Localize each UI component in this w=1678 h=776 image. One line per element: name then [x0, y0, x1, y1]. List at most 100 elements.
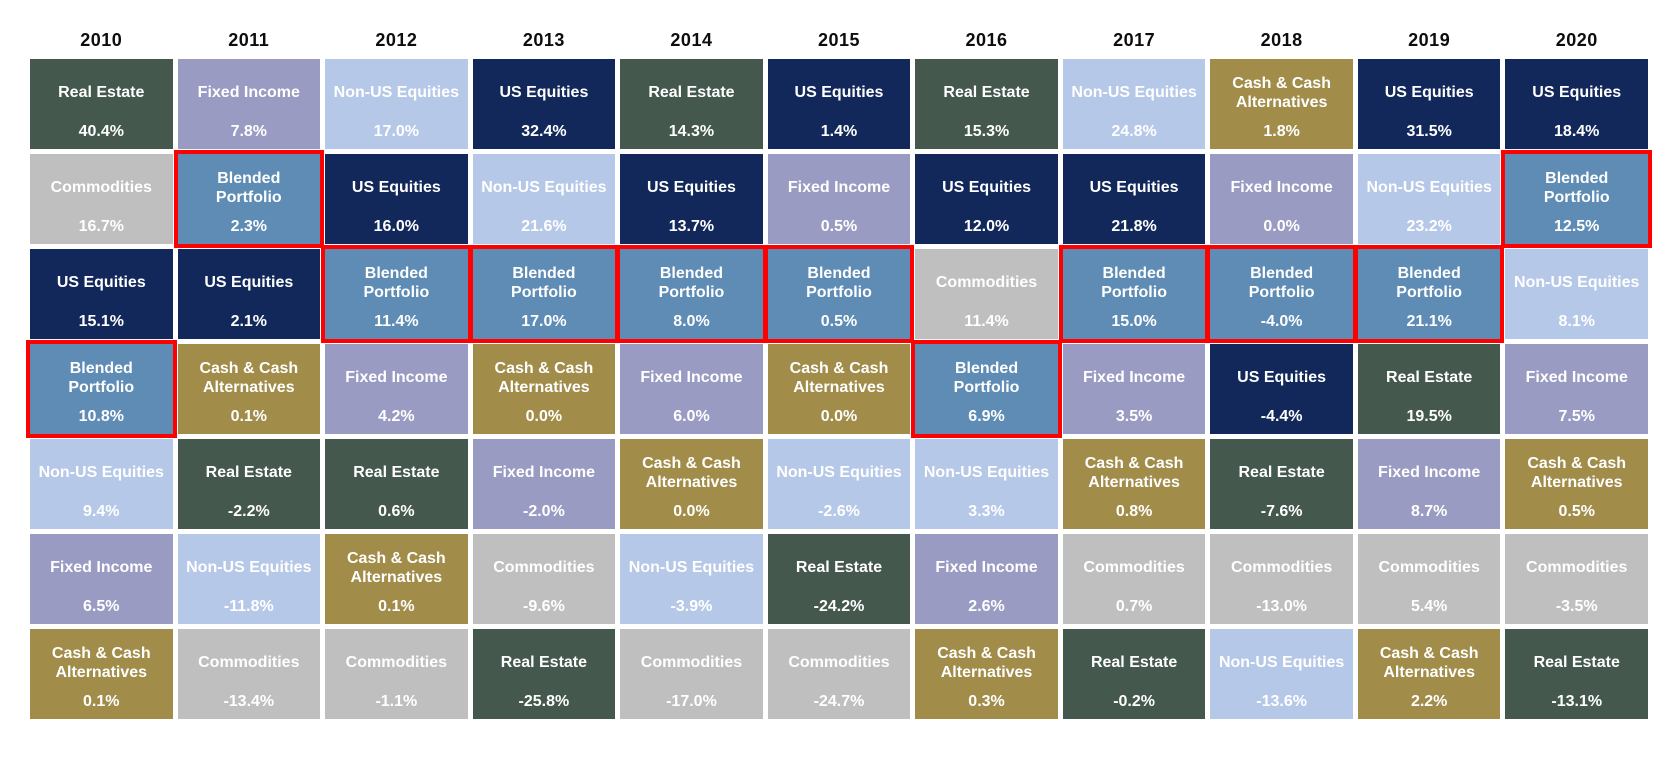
asset-name: US Equities: [1089, 179, 1179, 197]
asset-return-value: 40.4%: [78, 123, 124, 141]
asset-name: US Equities: [1532, 84, 1622, 102]
asset-return-value: 21.6%: [521, 218, 567, 236]
asset-name: Cash & Cash Alternatives: [1527, 454, 1627, 491]
asset-name: US Equities: [56, 274, 146, 292]
asset-name: Commodities: [50, 179, 152, 197]
asset-cell-real-estate: Real Estate 15.3%: [915, 59, 1058, 149]
asset-cell-cash: Cash & Cash Alternatives 0.0%: [767, 344, 911, 434]
asset-return-value: 12.0%: [963, 218, 1010, 236]
asset-return-value: -13.1%: [1551, 693, 1603, 711]
asset-return-value: -13.0%: [1256, 598, 1307, 616]
asset-cell-fixed-income: Fixed Income 3.5%: [1062, 344, 1206, 434]
asset-return-value: 2.2%: [1410, 693, 1448, 711]
asset-cell-us-equities: US Equities 16.0%: [325, 154, 468, 244]
returns-grid: Real Estate 40.4% Fixed Income 7.8% Non-US E…: [26, 59, 1652, 719]
asset-name: Blended Portfolio: [68, 359, 135, 396]
asset-return-value: 0.0%: [673, 503, 710, 521]
asset-cell-non-us-equities: Non-US Equities 9.4%: [30, 439, 173, 529]
asset-return-value: 32.4%: [521, 123, 567, 141]
asset-cell-fixed-income: Fixed Income 2.6%: [915, 534, 1058, 624]
asset-name: US Equities: [1384, 84, 1474, 102]
asset-return-value: 16.0%: [373, 218, 420, 236]
asset-cell-fixed-income: Fixed Income -2.0%: [472, 439, 616, 529]
asset-name: Blended Portfolio: [1396, 264, 1463, 301]
asset-cell-us-equities: US Equities -4.4%: [1210, 344, 1353, 434]
asset-cell-commodities: Commodities -17.0%: [620, 629, 763, 719]
asset-cell-commodities: Commodities -3.5%: [1505, 534, 1648, 624]
asset-return-value: -13.6%: [1256, 693, 1307, 711]
asset-cell-fixed-income: Fixed Income 7.5%: [1505, 344, 1648, 434]
asset-name: Commodities: [788, 654, 890, 672]
asset-name: Fixed Income: [1378, 464, 1481, 482]
asset-cell-commodities: Commodities -1.1%: [325, 629, 468, 719]
asset-return-value: 24.8%: [1111, 123, 1157, 141]
asset-name: Fixed Income: [1525, 369, 1628, 387]
asset-cell-commodities: Commodities -9.6%: [472, 534, 616, 624]
year-label: 2019: [1408, 30, 1451, 50]
asset-return-value: 11.4%: [374, 313, 419, 331]
asset-name: Non-US Equities: [1514, 274, 1640, 292]
asset-return-value: 14.3%: [668, 123, 715, 141]
year-label: 2011: [228, 30, 270, 50]
asset-cell-real-estate: Real Estate 19.5%: [1357, 344, 1501, 434]
asset-return-value: -2.2%: [227, 503, 270, 521]
asset-name: Cash & Cash Alternatives: [51, 644, 151, 681]
asset-cell-us-equities: US Equities 32.4%: [472, 59, 616, 149]
asset-cell-non-us-equities: Non-US Equities -2.6%: [767, 439, 911, 529]
asset-cell-fixed-income: Fixed Income 4.2%: [325, 344, 468, 434]
asset-name: Real Estate: [1238, 464, 1325, 482]
asset-return-value: 12.5%: [1554, 218, 1600, 236]
asset-name: Fixed Income: [345, 369, 448, 387]
asset-return-value: 17.0%: [373, 123, 420, 141]
asset-cell-cash: Cash & Cash Alternatives 1.8%: [1210, 59, 1353, 149]
asset-return-value: 15.0%: [1111, 313, 1157, 331]
asset-name: Cash & Cash Alternatives: [642, 454, 741, 491]
asset-cell-commodities: Commodities -24.7%: [767, 629, 911, 719]
asset-name: US Equities: [942, 179, 1031, 197]
asset-cell-real-estate: Real Estate -2.2%: [177, 439, 321, 529]
asset-name: Real Estate: [795, 559, 883, 577]
asset-name: Non-US Equities: [186, 559, 312, 577]
asset-return-value: 0.8%: [1115, 503, 1153, 521]
asset-cell-real-estate: Real Estate -0.2%: [1062, 629, 1206, 719]
asset-cell-fixed-income: Fixed Income 0.0%: [1210, 154, 1353, 244]
asset-cell-fixed-income: Fixed Income 7.8%: [177, 59, 321, 149]
asset-cell-real-estate: Real Estate -7.6%: [1210, 439, 1353, 529]
asset-cell-blended: Blended Portfolio 6.9%: [911, 340, 1062, 438]
asset-return-value: 2.6%: [968, 598, 1005, 616]
asset-cell-blended: Blended Portfolio 17.0%: [468, 245, 620, 343]
asset-name: Real Estate: [353, 464, 440, 482]
asset-cell-blended: Blended Portfolio 15.0%: [1058, 245, 1210, 343]
asset-name: Non-US Equities: [923, 464, 1050, 482]
asset-return-value: 3.5%: [1115, 408, 1153, 426]
asset-cell-blended: Blended Portfolio 0.5%: [763, 245, 915, 343]
asset-name: Blended Portfolio: [1101, 264, 1167, 301]
asset-cell-us-equities: US Equities 1.4%: [767, 59, 911, 149]
asset-cell-non-us-equities: Non-US Equities -11.8%: [177, 534, 321, 624]
asset-return-value: 5.4%: [1410, 598, 1448, 616]
asset-return-value: -4.4%: [1260, 408, 1303, 426]
asset-name: Real Estate: [205, 464, 292, 482]
asset-return-value: 15.3%: [963, 123, 1010, 141]
asset-name: Non-US Equities: [628, 559, 755, 577]
year-label: 2012: [375, 30, 418, 50]
asset-return-value: 10.8%: [78, 408, 124, 426]
asset-name: Cash & Cash Alternatives: [1232, 74, 1331, 111]
asset-return-value: -25.8%: [518, 693, 570, 711]
asset-return-value: 4.2%: [378, 408, 415, 426]
asset-return-value: -17.0%: [666, 693, 717, 711]
asset-return-value: 7.8%: [230, 123, 268, 141]
asset-name: Fixed Income: [50, 559, 153, 577]
asset-return-value: -3.9%: [670, 598, 713, 616]
asset-return-value: -2.6%: [818, 503, 860, 521]
year-label: 2010: [80, 30, 123, 50]
asset-cell-commodities: Commodities 0.7%: [1062, 534, 1206, 624]
asset-cell-blended: Blended Portfolio 12.5%: [1501, 150, 1652, 248]
asset-name: Non-US Equities: [1366, 179, 1492, 197]
asset-cell-cash: Cash & Cash Alternatives 0.0%: [472, 344, 616, 434]
asset-cell-real-estate: Real Estate -13.1%: [1505, 629, 1648, 719]
asset-return-value: 21.1%: [1406, 313, 1452, 331]
asset-cell-cash: Cash & Cash Alternatives 0.1%: [325, 534, 468, 624]
asset-return-value: 8.0%: [673, 313, 710, 331]
asset-cell-us-equities: US Equities 18.4%: [1505, 59, 1648, 149]
